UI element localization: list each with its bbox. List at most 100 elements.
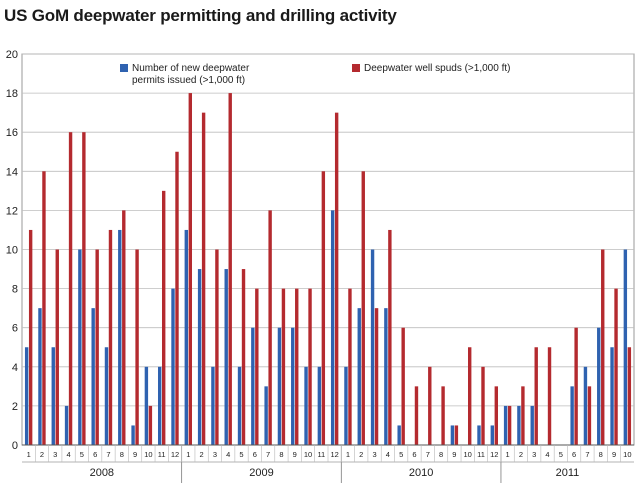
legend: Number of new deepwater permits issued (… (120, 63, 510, 86)
bar-spuds (82, 132, 86, 445)
bar-permits (597, 327, 601, 445)
bar-permits (583, 366, 588, 445)
bar-permits (370, 249, 375, 445)
bar-permits (51, 347, 55, 445)
bar-spuds (428, 366, 432, 445)
legend-swatch-spuds (352, 64, 360, 72)
bar-spuds (587, 386, 592, 445)
x-month-label: 12 (171, 450, 179, 459)
x-month-label: 2 (359, 450, 363, 459)
x-year-label: 2009 (249, 467, 273, 479)
x-month-label: 4 (545, 450, 549, 459)
legend-swatch-permits (120, 64, 128, 72)
bar-spuds (281, 288, 286, 445)
x-month-label: 5 (399, 450, 403, 459)
bar-permits (317, 366, 322, 445)
bar-spuds (255, 288, 259, 445)
x-month-label: 6 (572, 450, 576, 459)
bar-permits (24, 347, 29, 445)
bar-permits (304, 366, 308, 445)
x-month-label: 10 (464, 450, 472, 459)
x-month-label: 9 (293, 450, 297, 459)
bar-permits (450, 425, 455, 445)
x-month-label: 8 (279, 450, 283, 459)
bar-permits (477, 425, 481, 445)
bar-spuds (507, 405, 512, 445)
x-month-label: 10 (144, 450, 152, 459)
x-month-label: 6 (253, 450, 257, 459)
bar-permits (157, 366, 162, 445)
x-month-label: 4 (66, 450, 70, 459)
bar-permits (264, 386, 268, 445)
x-month-label: 1 (186, 450, 190, 459)
y-tick-label: 6 (12, 323, 18, 335)
bar-spuds (42, 171, 46, 446)
bar-permits (184, 229, 189, 445)
x-month-label: 11 (477, 450, 485, 459)
bar-spuds (494, 386, 499, 445)
bar-permits (171, 288, 175, 445)
bar-permits (357, 308, 361, 445)
bar-permits (104, 347, 109, 445)
x-month-label: 7 (585, 450, 589, 459)
x-month-label: 5 (80, 450, 84, 459)
bar-spuds (388, 229, 392, 445)
x-month-label: 10 (623, 450, 631, 459)
bar-spuds (521, 386, 525, 445)
bar-spuds (268, 210, 272, 445)
x-month-label: 3 (213, 450, 217, 459)
bar-spuds (175, 151, 179, 445)
x-month-label: 2 (40, 450, 44, 459)
bar-spuds (308, 288, 312, 445)
x-month-label: 5 (239, 450, 243, 459)
bar-permits (490, 425, 495, 445)
bar-permits (64, 405, 69, 445)
bar-spuds (627, 347, 632, 445)
y-tick-label: 20 (6, 49, 18, 61)
bar-spuds (228, 93, 232, 445)
bar-spuds (441, 386, 445, 445)
bar-permits (530, 405, 534, 445)
bar-permits (517, 405, 521, 445)
x-month-label: 8 (120, 450, 124, 459)
bar-permits (570, 386, 574, 445)
bar-spuds (547, 347, 552, 445)
x-month-label: 4 (386, 450, 390, 459)
bar-permits (251, 327, 255, 445)
x-month-label: 3 (532, 450, 536, 459)
x-month-label: 6 (93, 450, 97, 459)
legend-label-permits-line-2: permits issued (>1,000 ft) (132, 75, 245, 86)
bar-spuds (348, 288, 352, 445)
bar-spuds (55, 249, 59, 445)
bar-permits (224, 269, 228, 445)
bar-spuds (135, 249, 139, 445)
bar-permits (91, 308, 95, 445)
bar-spuds (201, 112, 206, 446)
y-tick-label: 8 (12, 284, 18, 296)
x-month-label: 3 (53, 450, 57, 459)
bar-permits (144, 366, 149, 445)
x-month-label: 1 (506, 450, 510, 459)
x-year-label: 2008 (90, 467, 114, 479)
bar-spuds (215, 249, 219, 445)
bar-permits (610, 347, 614, 445)
bar-permits (503, 405, 508, 445)
x-month-label: 2 (519, 450, 523, 459)
chart-title: US GoM deepwater permitting and drilling… (4, 6, 397, 25)
bar-spuds (401, 327, 405, 445)
bar-permits (118, 229, 122, 445)
bar-permits (330, 210, 335, 445)
bar-permits (384, 308, 388, 445)
bar-spuds (161, 190, 166, 445)
x-month-label: 5 (559, 450, 563, 459)
x-month-label: 7 (426, 450, 430, 459)
x-month-label: 9 (612, 450, 616, 459)
bar-permits (623, 249, 628, 445)
bar-permits (38, 308, 42, 445)
bar-permits (397, 425, 401, 445)
bar-spuds (467, 347, 472, 445)
x-month-label: 8 (599, 450, 603, 459)
bar-spuds (374, 308, 379, 445)
y-tick-label: 0 (12, 440, 18, 452)
bar-spuds (574, 327, 578, 445)
